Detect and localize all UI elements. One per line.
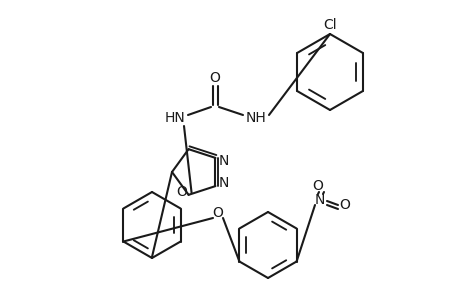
- Text: O: O: [212, 206, 223, 220]
- Text: O: O: [176, 185, 187, 199]
- Text: N: N: [218, 176, 228, 190]
- Text: NH: NH: [245, 111, 266, 125]
- Text: O: O: [339, 198, 350, 212]
- Text: O: O: [209, 71, 220, 85]
- Text: Cl: Cl: [323, 18, 336, 32]
- Text: N: N: [218, 154, 228, 168]
- Text: HN: HN: [164, 111, 185, 125]
- Text: O: O: [312, 179, 323, 193]
- Text: N: N: [314, 193, 325, 207]
